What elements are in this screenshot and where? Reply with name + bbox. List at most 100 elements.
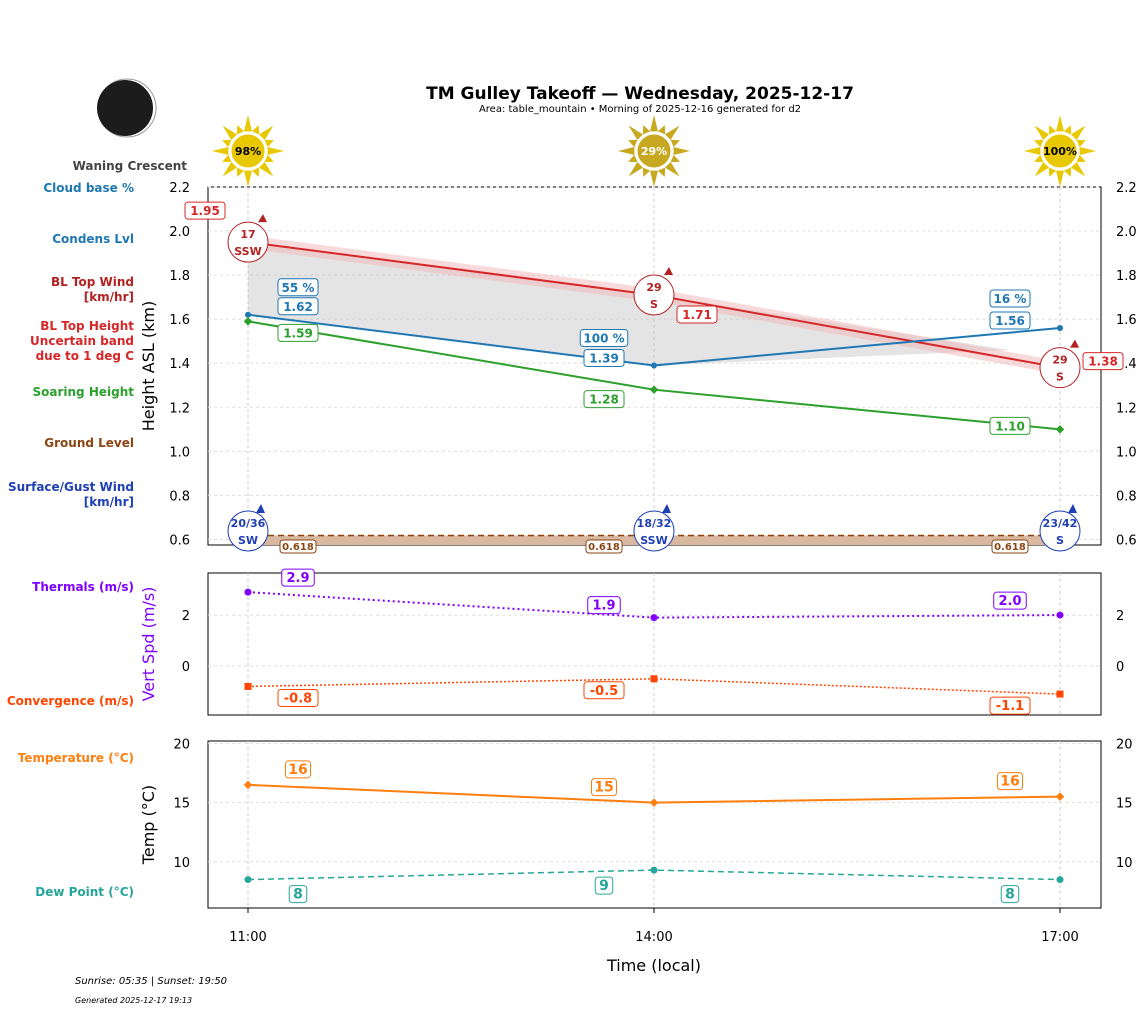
legend-label: [km/hr] [84, 290, 134, 304]
sun-ray [650, 170, 658, 187]
bl-top-label-box [184, 201, 226, 220]
condens-point [651, 362, 657, 369]
sun-ray [251, 167, 260, 177]
convergence-label: -1.1 [996, 699, 1024, 714]
surface-wind-barb-icon [1039, 510, 1081, 552]
bl-wind-dir: SSW [234, 245, 261, 258]
sun-ray [1076, 154, 1086, 163]
y-tick-label: 20 [173, 737, 190, 752]
sun-ray [1048, 167, 1057, 177]
soaring-point [243, 317, 253, 326]
ground-label: 0.618 [994, 542, 1026, 553]
y-tick-label: 0 [182, 660, 190, 675]
sun-ray [628, 125, 643, 140]
convergence-label: -0.5 [590, 684, 618, 699]
bl-wind-barb-icon [227, 221, 269, 263]
thermal-point [650, 614, 658, 622]
sun-ray [642, 167, 651, 177]
dewpoint-line [247, 869, 1061, 881]
condens-label-box [989, 311, 1031, 330]
sun-ray [222, 139, 232, 148]
generated-time: Generated 2025-12-17 19:13 [75, 996, 192, 1005]
temperature-label-box [591, 778, 617, 797]
y-tick-label: 15 [173, 797, 190, 812]
thermal-label-box [281, 568, 315, 587]
sun-ray [642, 125, 651, 135]
y-tick-label-right: 10 [1116, 856, 1133, 871]
temperature-label-box [285, 760, 311, 779]
soaring-point [649, 385, 659, 394]
sun-ray [650, 115, 658, 132]
legend-label: Ground Level [44, 436, 134, 450]
y-axis-label: Temp (°C) [139, 785, 158, 865]
bl-wind-speed: 29 [646, 281, 661, 294]
sun-ray [673, 147, 690, 155]
legend-label: Surface/Gust Wind [8, 480, 134, 494]
dewpoint-label: 9 [599, 878, 609, 894]
y-tick-label: 2.0 [169, 225, 190, 240]
legend-label: BL Top Wind [51, 275, 134, 289]
bl-wind-barb-icon [633, 274, 675, 316]
sun-ray [1071, 125, 1086, 140]
sunrise-sunset: Sunrise: 05:35 | Sunset: 19:50 [75, 976, 227, 987]
convergence-label-box [989, 696, 1031, 715]
sun-ray [251, 125, 260, 135]
thermal-label-box [587, 596, 621, 615]
sun-ray [1063, 167, 1072, 177]
sun-ray [1034, 125, 1049, 140]
sun-ray [665, 125, 680, 140]
sun-ray [670, 139, 680, 148]
legend-label: Condens Lvl [52, 232, 134, 246]
ground-label-box [585, 539, 623, 554]
soaring-label: 1.10 [995, 419, 1025, 433]
temperature-label-box [997, 772, 1023, 791]
condens-label: 1.39 [589, 351, 619, 365]
soaring-point [1055, 425, 1065, 434]
y-tick-label: 1.8 [169, 269, 190, 284]
sun-ray [236, 125, 245, 135]
condens-label: 1.56 [995, 314, 1025, 328]
x-tick-label: 11:00 [229, 930, 266, 945]
y-tick-label: 0.6 [169, 533, 190, 548]
dewpoint-point [650, 866, 658, 874]
soaring-label: 1.59 [283, 326, 313, 340]
surface-wind-barb-icon [633, 510, 675, 552]
legend-label: Uncertain band [30, 334, 134, 348]
sun-disc [1042, 133, 1078, 169]
sun-ray [259, 162, 274, 177]
y-tick-label-right: 1.6 [1116, 313, 1137, 328]
thermal-label: 2.0 [998, 594, 1021, 609]
legend-label: due to 1 deg C [36, 349, 135, 363]
sun-disc [636, 133, 672, 169]
legend-label: BL Top Height [40, 319, 134, 333]
sun-percent: 29% [641, 145, 667, 158]
y-tick-label-right: 20 [1116, 737, 1133, 752]
y-tick-label-right: 0 [1116, 660, 1124, 675]
condens-point [1057, 324, 1063, 331]
cloud-base-label: 16 % [994, 292, 1027, 306]
y-tick-label: 2.2 [169, 181, 190, 196]
sun-ray [665, 162, 680, 177]
surface-wind-dir: S [1056, 534, 1064, 547]
y-tick-label-right: 0.6 [1116, 533, 1137, 548]
y-tick-label-right: 1.2 [1116, 401, 1137, 416]
surface-wind-dir: SW [238, 534, 258, 547]
sun-ray [628, 154, 638, 163]
dewpoint-label: 8 [1005, 887, 1015, 903]
thermal-label-box [993, 591, 1027, 610]
surface-wind-speed: 18/32 [637, 517, 672, 530]
dewpoint-label-box [594, 876, 614, 895]
convergence-label: -0.8 [284, 691, 312, 706]
temperature-point [243, 780, 253, 790]
wind-arrow-icon [662, 504, 671, 513]
dewpoint-label-box [1000, 885, 1020, 904]
condens-label-box [277, 297, 319, 316]
soaring-label-box [277, 323, 319, 342]
x-tick-label: 17:00 [1041, 930, 1078, 945]
legend-label: Convergence (m/s) [7, 694, 134, 708]
sun-ray [222, 125, 237, 140]
sun-ray [1076, 139, 1086, 148]
soaring-label-box [989, 416, 1031, 435]
sun-ray [1071, 162, 1086, 177]
